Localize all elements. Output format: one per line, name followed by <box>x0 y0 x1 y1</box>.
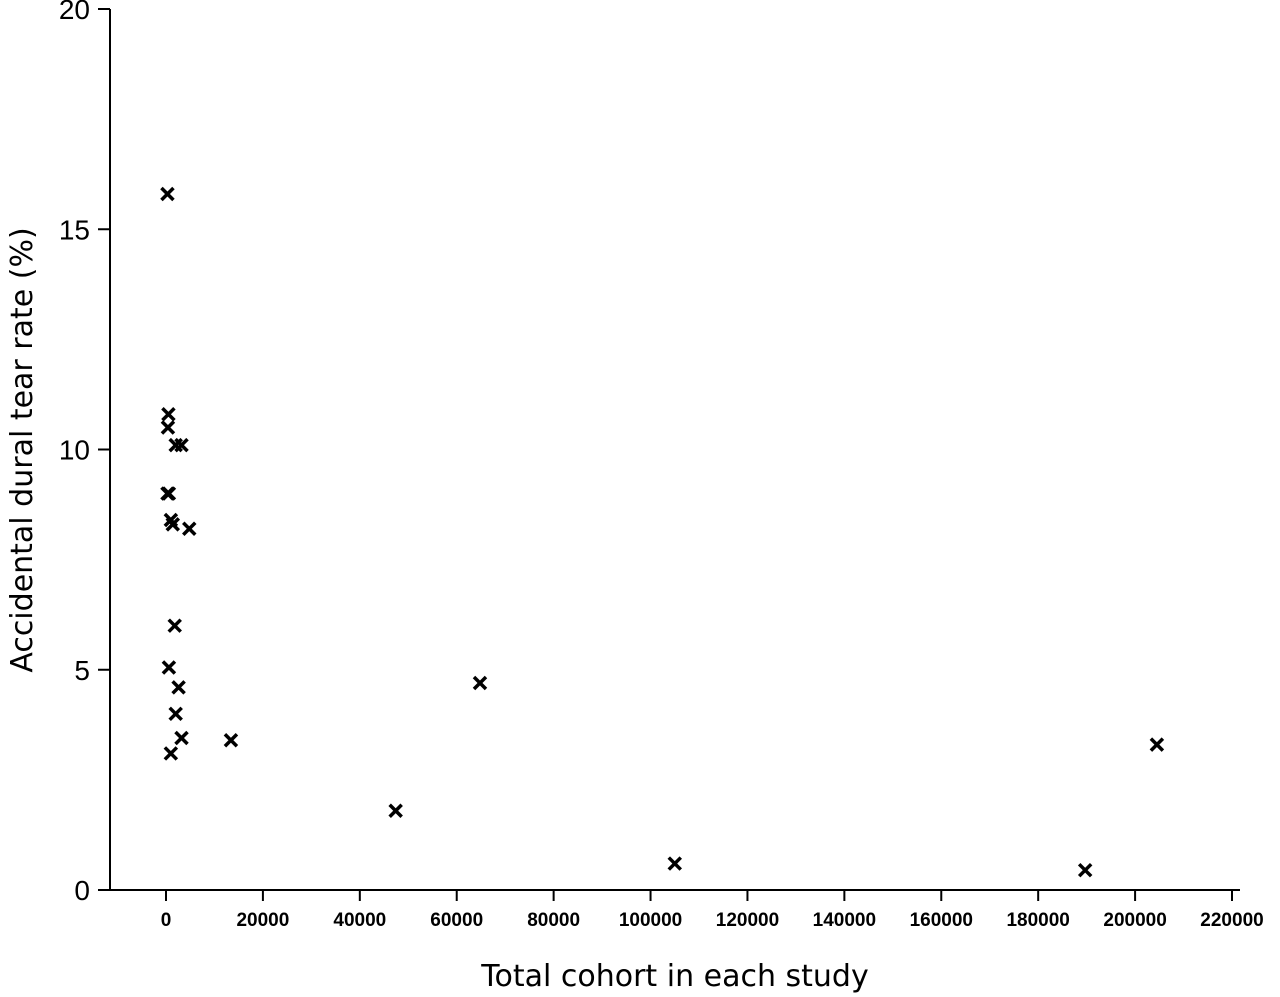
data-point-marker <box>161 407 176 422</box>
data-point-marker <box>160 420 176 435</box>
data-point-marker <box>167 618 182 633</box>
data-point-marker <box>667 856 683 871</box>
x-tick-label: 140000 <box>813 910 876 931</box>
data-point-marker <box>182 521 197 537</box>
data-point-marker <box>472 675 488 691</box>
x-tick-label: 0 <box>161 910 172 931</box>
y-tick-label: 5 <box>74 655 90 686</box>
y-tick-label: 10 <box>59 435 90 466</box>
data-point-marker <box>223 732 239 748</box>
y-tick-label: 0 <box>74 875 90 906</box>
x-tick-label: 180000 <box>1006 910 1069 931</box>
data-point-marker <box>163 746 179 761</box>
data-point-marker <box>161 660 177 675</box>
x-tick-label: 80000 <box>527 910 580 931</box>
y-tick-label: 20 <box>59 0 90 25</box>
data-points <box>160 186 1165 878</box>
x-tick-label: 220000 <box>1200 910 1263 931</box>
data-point-marker <box>1077 862 1093 878</box>
x-axis: 0 20000 40000 60000 80000 100000 120000 140000 1… <box>110 889 1264 931</box>
data-point-marker <box>165 517 181 532</box>
data-point-marker <box>160 186 175 202</box>
y-axis: 0 5 10 15 20 <box>59 0 111 906</box>
x-tick-label: 60000 <box>430 910 483 931</box>
x-tick-label: 40000 <box>333 910 386 931</box>
data-point-marker <box>171 680 186 695</box>
data-point-marker <box>388 803 403 818</box>
x-tick-label: 120000 <box>716 910 779 931</box>
y-axis-label: Accidental dural tear rate (%) <box>5 227 40 672</box>
y-tick-label: 15 <box>59 214 90 245</box>
data-point-marker <box>168 706 183 722</box>
x-tick-label: 200000 <box>1103 910 1166 931</box>
x-tick-label: 20000 <box>236 910 289 931</box>
x-tick-label: 160000 <box>910 910 973 931</box>
data-point-marker <box>161 486 177 501</box>
x-tick-label: 100000 <box>619 910 682 931</box>
data-point-marker <box>174 437 189 453</box>
data-point-marker <box>174 730 189 746</box>
x-axis-label: Total cohort in each study <box>480 959 868 994</box>
data-point-marker <box>1149 737 1165 752</box>
